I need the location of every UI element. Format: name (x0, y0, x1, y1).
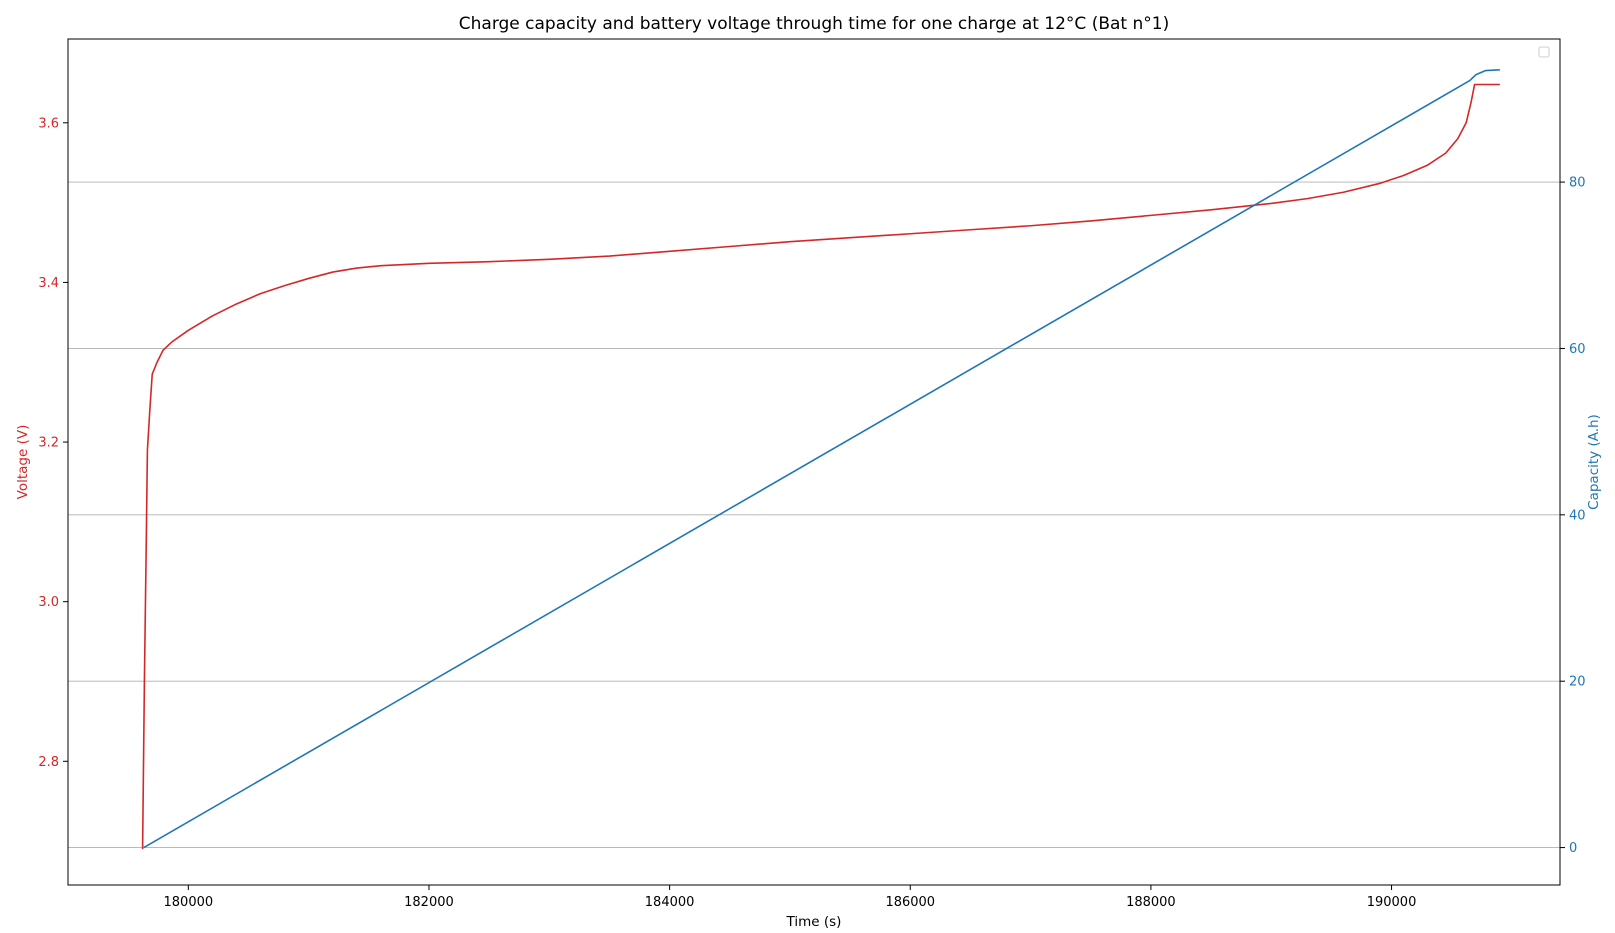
series-group (141, 68, 1500, 850)
tick-group: 180000 182000 184000 186000 188000 190000 2.8 3… (38, 116, 1585, 910)
y-left-tick-label-4: 3.6 (38, 116, 59, 131)
x-tick-label-0: 180000 (164, 895, 214, 910)
x-tick-label-2: 184000 (645, 895, 695, 910)
x-axis-label: Time (s) (786, 914, 842, 930)
y-right-tick-label-1: 20 (1569, 675, 1586, 690)
y-left-axis-label: Voltage (V) (15, 425, 31, 500)
x-tick-label-1: 182000 (404, 895, 454, 910)
x-tick-label-3: 186000 (885, 895, 935, 910)
plot-frame (67, 38, 1561, 886)
x-tick-label-4: 188000 (1126, 895, 1176, 910)
legend-box (1538, 46, 1550, 58)
y-right-tick-label-4: 80 (1569, 176, 1586, 191)
capacity-line (143, 68, 1500, 849)
x-tick-label-5: 190000 (1367, 895, 1417, 910)
voltage-line (141, 83, 1500, 850)
y-left-tick-label-0: 2.8 (38, 755, 59, 770)
y-right-tick-label-0: 0 (1569, 841, 1577, 856)
y-right-axis-label: Capacity (A.h) (1586, 414, 1602, 510)
grid-lines (68, 181, 1560, 848)
y-left-tick-label-2: 3.2 (38, 436, 59, 451)
y-right-tick-label-3: 60 (1569, 342, 1586, 357)
y-left-tick-label-1: 3.0 (38, 595, 59, 610)
y-right-tick-label-2: 40 (1569, 508, 1586, 523)
chart-title: Charge capacity and battery voltage thro… (459, 14, 1169, 34)
y-left-tick-label-3: 3.4 (38, 276, 59, 291)
